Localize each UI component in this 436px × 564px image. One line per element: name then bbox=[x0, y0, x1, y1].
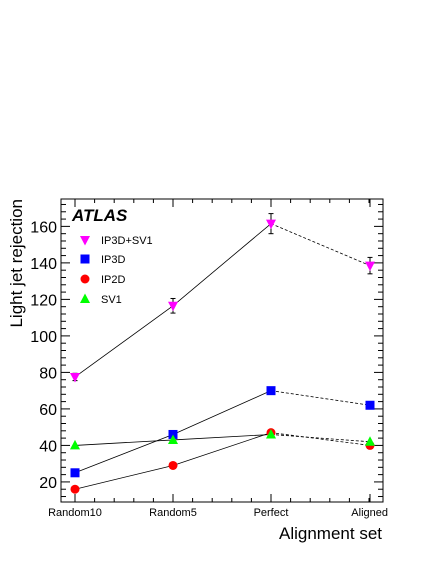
y-tick-label: 160 bbox=[30, 219, 57, 236]
series-line-dashed bbox=[270, 432, 371, 446]
data-point bbox=[70, 372, 80, 383]
y-axis-title: Light jet rejection bbox=[7, 199, 26, 328]
x-tick-label: Aligned bbox=[351, 507, 388, 519]
legend-marker bbox=[80, 293, 90, 303]
legend-label: IP3D+SV1 bbox=[101, 235, 153, 247]
data-point bbox=[70, 439, 80, 450]
data-point bbox=[266, 386, 276, 396]
data-point bbox=[168, 434, 178, 444]
data-markers bbox=[70, 219, 375, 494]
data-point bbox=[365, 436, 375, 446]
x-tick-label: Random5 bbox=[149, 507, 197, 519]
data-point bbox=[365, 400, 375, 410]
data-point bbox=[266, 219, 276, 230]
x-tick-label: Perfect bbox=[254, 507, 289, 519]
y-tick-label: 120 bbox=[30, 292, 57, 309]
legend-marker bbox=[80, 236, 90, 246]
y-tick-labels: 20 40 60 80 100 120 140 160 bbox=[30, 219, 57, 492]
x-axis-title: Alignment set bbox=[279, 524, 382, 543]
data-point bbox=[168, 460, 178, 470]
legend-marker bbox=[80, 254, 90, 264]
legend: IP3D+SV1 IP3D IP2D SV1 bbox=[80, 235, 153, 306]
y-tick-label: 140 bbox=[30, 256, 57, 273]
y-tick-label: 20 bbox=[39, 475, 57, 492]
series-line-dashed bbox=[270, 434, 371, 443]
data-point bbox=[266, 428, 276, 439]
series-line-dashed bbox=[270, 223, 371, 266]
atlas-label: ATLAS bbox=[71, 206, 128, 225]
data-point bbox=[168, 301, 178, 312]
y-tick-label: 80 bbox=[39, 365, 57, 382]
legend-label: SV1 bbox=[101, 294, 122, 306]
x-tick-labels: Random10 Random5 Perfect Aligned bbox=[48, 507, 388, 519]
axis-ticks bbox=[61, 199, 383, 502]
data-point bbox=[365, 261, 375, 272]
series-line-dashed bbox=[270, 390, 371, 406]
y-tick-label: 40 bbox=[39, 438, 57, 455]
y-tick-label: 60 bbox=[39, 402, 57, 419]
y-tick-label: 100 bbox=[30, 329, 57, 346]
data-point bbox=[70, 484, 80, 494]
legend-label: IP2D bbox=[101, 274, 126, 286]
data-point bbox=[70, 468, 80, 478]
x-tick-label: Random10 bbox=[48, 507, 102, 519]
legend-label: IP3D bbox=[101, 254, 126, 266]
legend-marker bbox=[80, 274, 90, 284]
